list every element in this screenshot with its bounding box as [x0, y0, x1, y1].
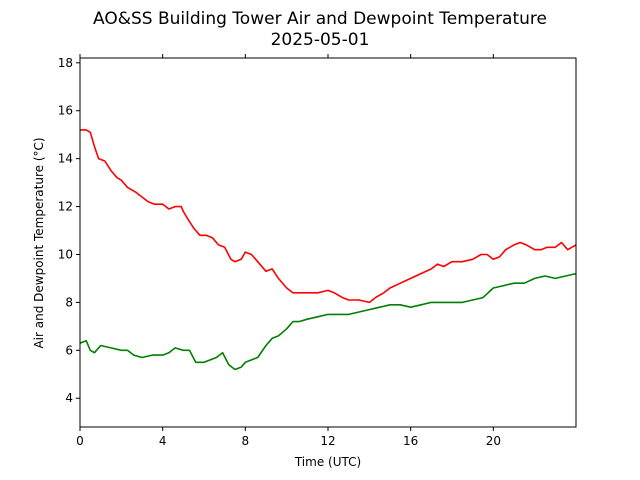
x-tick-label: 8 [242, 434, 250, 448]
y-tick-label: 18 [58, 56, 73, 70]
y-axis-label: Air and Dewpoint Temperature (°C) [32, 137, 46, 348]
y-tick-label: 12 [58, 200, 73, 214]
y-axis-ticks: 4 6 8 10 12 14 16 18 [58, 56, 80, 405]
y-tick-label: 10 [58, 247, 73, 261]
x-axis-ticks: 0 4 8 12 16 20 [76, 54, 501, 448]
x-tick-label: 4 [159, 434, 167, 448]
chart-subtitle: 2025-05-01 [271, 30, 370, 50]
y-tick-label: 16 [58, 104, 73, 118]
x-tick-label: 20 [486, 434, 501, 448]
x-tick-label: 0 [76, 434, 84, 448]
x-tick-label: 12 [320, 434, 335, 448]
y-tick-label: 8 [65, 295, 73, 309]
chart-title: AO&SS Building Tower Air and Dewpoint Te… [93, 9, 547, 29]
y-tick-label: 6 [65, 343, 73, 357]
series-line-1 [80, 129, 577, 304]
series-line-2 [79, 272, 577, 371]
x-tick-label: 16 [403, 434, 418, 448]
plot-lines [79, 129, 577, 371]
y-tick-label: 14 [58, 152, 73, 166]
y-tick-label: 4 [65, 391, 73, 405]
x-axis-label: Time (UTC) [294, 455, 361, 469]
plot-frame [79, 57, 577, 428]
